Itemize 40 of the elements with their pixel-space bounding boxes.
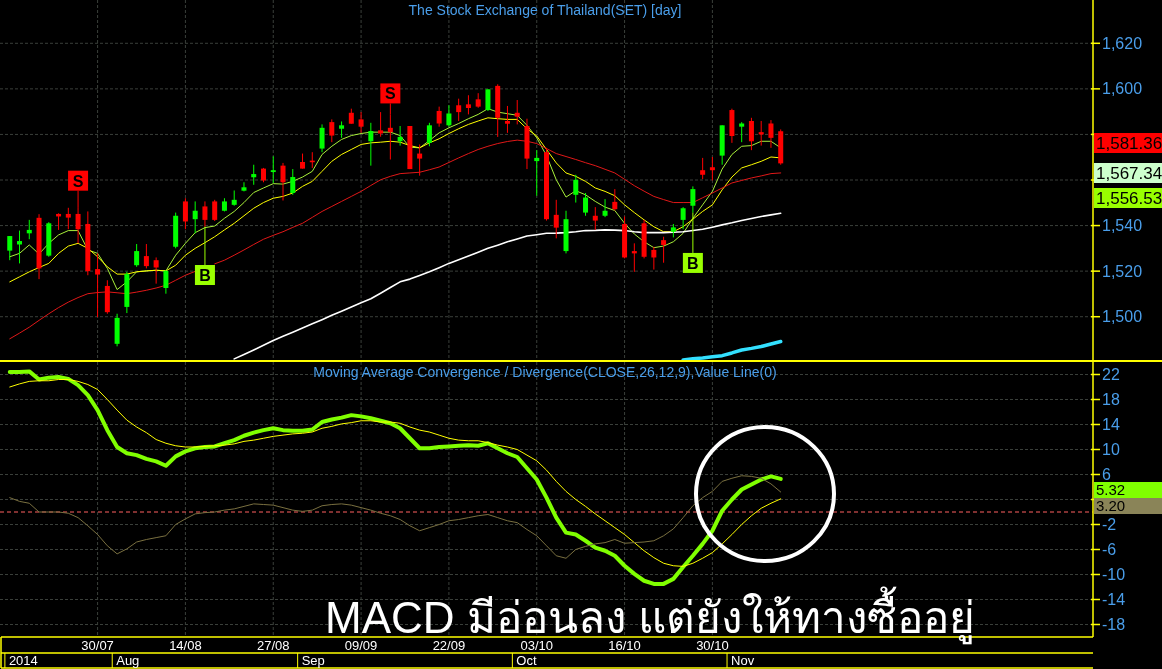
x-tick-label: 16/10 [608, 638, 641, 653]
x-tick-label: 22/09 [432, 638, 466, 653]
x-tick-label: 03/10 [520, 638, 554, 653]
text: 1,567.34 [1096, 164, 1162, 184]
y-tick-label: -18 [1102, 616, 1126, 633]
y-tick-label: -2 [1102, 516, 1117, 533]
text: 5.32 [1096, 481, 1126, 499]
y-tick-label: 14 [1102, 416, 1120, 433]
annotation: B [687, 254, 699, 272]
text: Sep [301, 653, 325, 668]
y-tick-label: 1,600 [1102, 80, 1143, 98]
text: 1,581.36 [1096, 134, 1162, 154]
text: 1,556.53 [1096, 189, 1162, 209]
y-tick-label: 18 [1102, 391, 1120, 408]
annotation: S [385, 85, 397, 103]
line-series [9, 475, 782, 559]
line-series [233, 212, 782, 360]
y-tick-label: 6 [1102, 466, 1111, 483]
line-series [681, 339, 783, 362]
y-tick-label: 1,500 [1102, 308, 1143, 326]
x-tick-label: 27/08 [256, 638, 290, 653]
annotation: S [72, 172, 84, 190]
y-tick-label: 1,520 [1102, 262, 1143, 280]
y-tick-label: 1,540 [1102, 217, 1143, 235]
x-tick-label: 14/08 [169, 638, 202, 653]
y-tick-label: -14 [1102, 591, 1126, 608]
text: Aug [116, 653, 140, 668]
x-tick-label: 30/07 [81, 638, 114, 653]
y-tick-label: 10 [1102, 441, 1120, 458]
y-tick-label: -10 [1102, 566, 1126, 583]
text: Oct [516, 653, 537, 668]
chart-title: The Stock Exchange of Thailand(SET) [day] [408, 2, 682, 18]
annotation: B [199, 267, 211, 285]
y-tick-label: 22 [1102, 366, 1120, 383]
text: 3.20 [1096, 497, 1126, 515]
text: 2014 [8, 653, 38, 668]
y-tick-label: 1,620 [1102, 34, 1143, 52]
text: Nov [731, 653, 755, 668]
y-tick-label: -6 [1102, 541, 1117, 558]
chart-title: Moving Average Convergence / Divergence(CLOSE,26,12,9),Value Line(0) [313, 364, 777, 380]
